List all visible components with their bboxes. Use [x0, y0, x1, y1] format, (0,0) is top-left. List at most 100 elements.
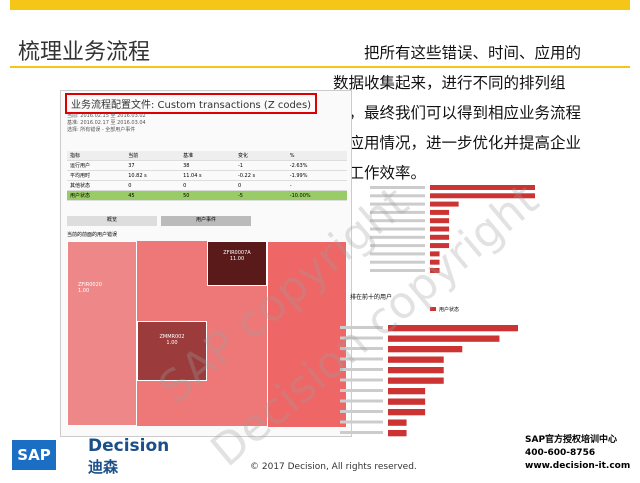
- cell: [267, 241, 347, 428]
- brand: Decision: [88, 436, 170, 456]
- label-placeholder: [340, 389, 383, 392]
- cell: 45: [125, 190, 181, 201]
- bar: [388, 356, 444, 363]
- header-cell: 指标: [67, 151, 126, 161]
- cell: -10.00%: [286, 190, 347, 201]
- meta-line: 当前: 2016.02.15 至 2016.03.02: [67, 113, 146, 119]
- callout: 业务流程配置文件: Custom transactions (Z codes): [65, 93, 318, 114]
- label-placeholder: [370, 210, 425, 214]
- header-cell: 变化: [234, 151, 287, 161]
- phone: 400-600-8756: [525, 448, 596, 458]
- cell-label: 1.00: [78, 288, 90, 294]
- label-placeholder: [370, 260, 425, 264]
- cell: -1.99%: [286, 170, 347, 181]
- center: SAP官方授权培训中心: [525, 435, 618, 445]
- bar: [430, 218, 450, 224]
- cell: -1: [234, 160, 287, 171]
- table: 指标 当前 基准 变化% 运行用户 37 38 -1 -2.63% 平均用时 10.82 s 11.0…: [67, 151, 347, 201]
- screenshot: 业务流程配置文件: Custom transactions (Z codes) …: [60, 90, 352, 437]
- bar: [430, 251, 440, 257]
- legend: 用户状态: [439, 306, 459, 313]
- bar: [388, 388, 426, 395]
- bar: [388, 430, 407, 437]
- cell: -: [286, 180, 347, 191]
- cell-label: ZFIR0020: [78, 282, 102, 288]
- cell: ZFIR0007A 11.00: [207, 241, 267, 286]
- brand-cn: 迪森: [88, 458, 119, 476]
- table-row: 用户状态 45 50 -5 -10.00%: [67, 190, 347, 201]
- web: www.decision-it.com: [525, 461, 631, 471]
- meta-line: 基准: 2016.02.17 至 2016.03.04: [67, 120, 146, 126]
- cell: -2.63%: [286, 160, 347, 171]
- bar: [430, 201, 459, 207]
- label-placeholder: [340, 347, 383, 350]
- cell: 10.82 s: [125, 170, 181, 181]
- label-placeholder: [340, 326, 383, 329]
- label-placeholder: [370, 235, 425, 239]
- cell: 用户状态: [67, 190, 126, 201]
- label-placeholder: [340, 357, 383, 361]
- copyright: © 2017 Decision, All rights reserved.: [250, 462, 417, 472]
- header-cell: 当前: [125, 151, 181, 161]
- title: 梳理业务流程: [18, 40, 151, 65]
- cell: -0.22 s: [234, 170, 287, 181]
- meta-line: 选择: 所有错误 - 全部用户事件: [67, 127, 136, 133]
- bar: [430, 209, 450, 215]
- table-row: 平均用时 10.82 s 11.04 s -0.22 s -1.99%: [67, 170, 347, 181]
- bar: [388, 325, 518, 332]
- cell: 0: [125, 180, 181, 191]
- cell: 其他状态: [67, 180, 126, 191]
- label-placeholder: [340, 368, 383, 371]
- bar: [388, 409, 426, 416]
- cell-label: ZFIR0007A: [223, 250, 251, 256]
- bar: [430, 259, 440, 265]
- bar: [388, 398, 426, 405]
- cell-label: 11.00: [229, 256, 245, 262]
- bar: [388, 377, 444, 384]
- bar: [430, 185, 535, 190]
- label-placeholder: [340, 410, 383, 413]
- label-placeholder: [370, 202, 425, 206]
- tab[interactable]: 用户事件: [161, 216, 251, 226]
- label-placeholder: [370, 227, 425, 231]
- cell: 0: [180, 180, 235, 191]
- header-cell: 基准: [180, 151, 235, 161]
- bar: [388, 335, 500, 342]
- table-header: 指标 当前 基准 变化%: [67, 151, 347, 161]
- table-row: 其他状态 0 0 0-: [67, 180, 347, 191]
- charts: 排在前十的用户 用户状态: [340, 185, 535, 437]
- cell: ZFIR0020 1.00: [67, 241, 137, 426]
- label-placeholder: [370, 269, 425, 272]
- rule: [10, 66, 630, 68]
- cell: 0: [234, 180, 287, 191]
- paragraph: 把所有这些错误、时间、应用的数据收集起来，进行不同的排列组合，最终我们可以得到相…: [333, 44, 582, 182]
- chart2-title: 排在前十的用户: [350, 293, 392, 301]
- meta: 当前: 2016.02.15 至 2016.03.02 基准: 2016.02.1…: [67, 113, 146, 134]
- top-bar: [10, 0, 630, 10]
- cell: 11.04 s: [180, 170, 235, 181]
- bar: [430, 268, 440, 273]
- bar: [388, 419, 407, 426]
- cell: 平均用时: [67, 170, 126, 181]
- sap-logo: SAP: [12, 440, 56, 470]
- header-cell: %: [286, 151, 347, 161]
- bar: [430, 234, 450, 240]
- label-placeholder: [370, 194, 425, 198]
- label-placeholder: [340, 378, 383, 382]
- cell: 37: [125, 160, 181, 171]
- cell: -5: [234, 190, 287, 201]
- contact: SAP官方授权培训中心 400-600-8756 www.decision-it.c…: [525, 434, 630, 473]
- treemap-title: 当前的前面的用户错误: [67, 232, 118, 238]
- cell: 38: [180, 160, 235, 171]
- table-row: 运行用户 37 38 -1 -2.63%: [67, 160, 347, 171]
- label-placeholder: [340, 399, 383, 403]
- legend-swatch: [430, 307, 436, 311]
- cell-label: 1.00: [166, 340, 178, 346]
- cell-label: ZMMR002: [159, 334, 185, 340]
- bar: [430, 226, 450, 232]
- bar: [388, 367, 444, 374]
- tab[interactable]: 概览: [67, 216, 157, 226]
- bar: [430, 193, 535, 199]
- bar: [430, 243, 450, 249]
